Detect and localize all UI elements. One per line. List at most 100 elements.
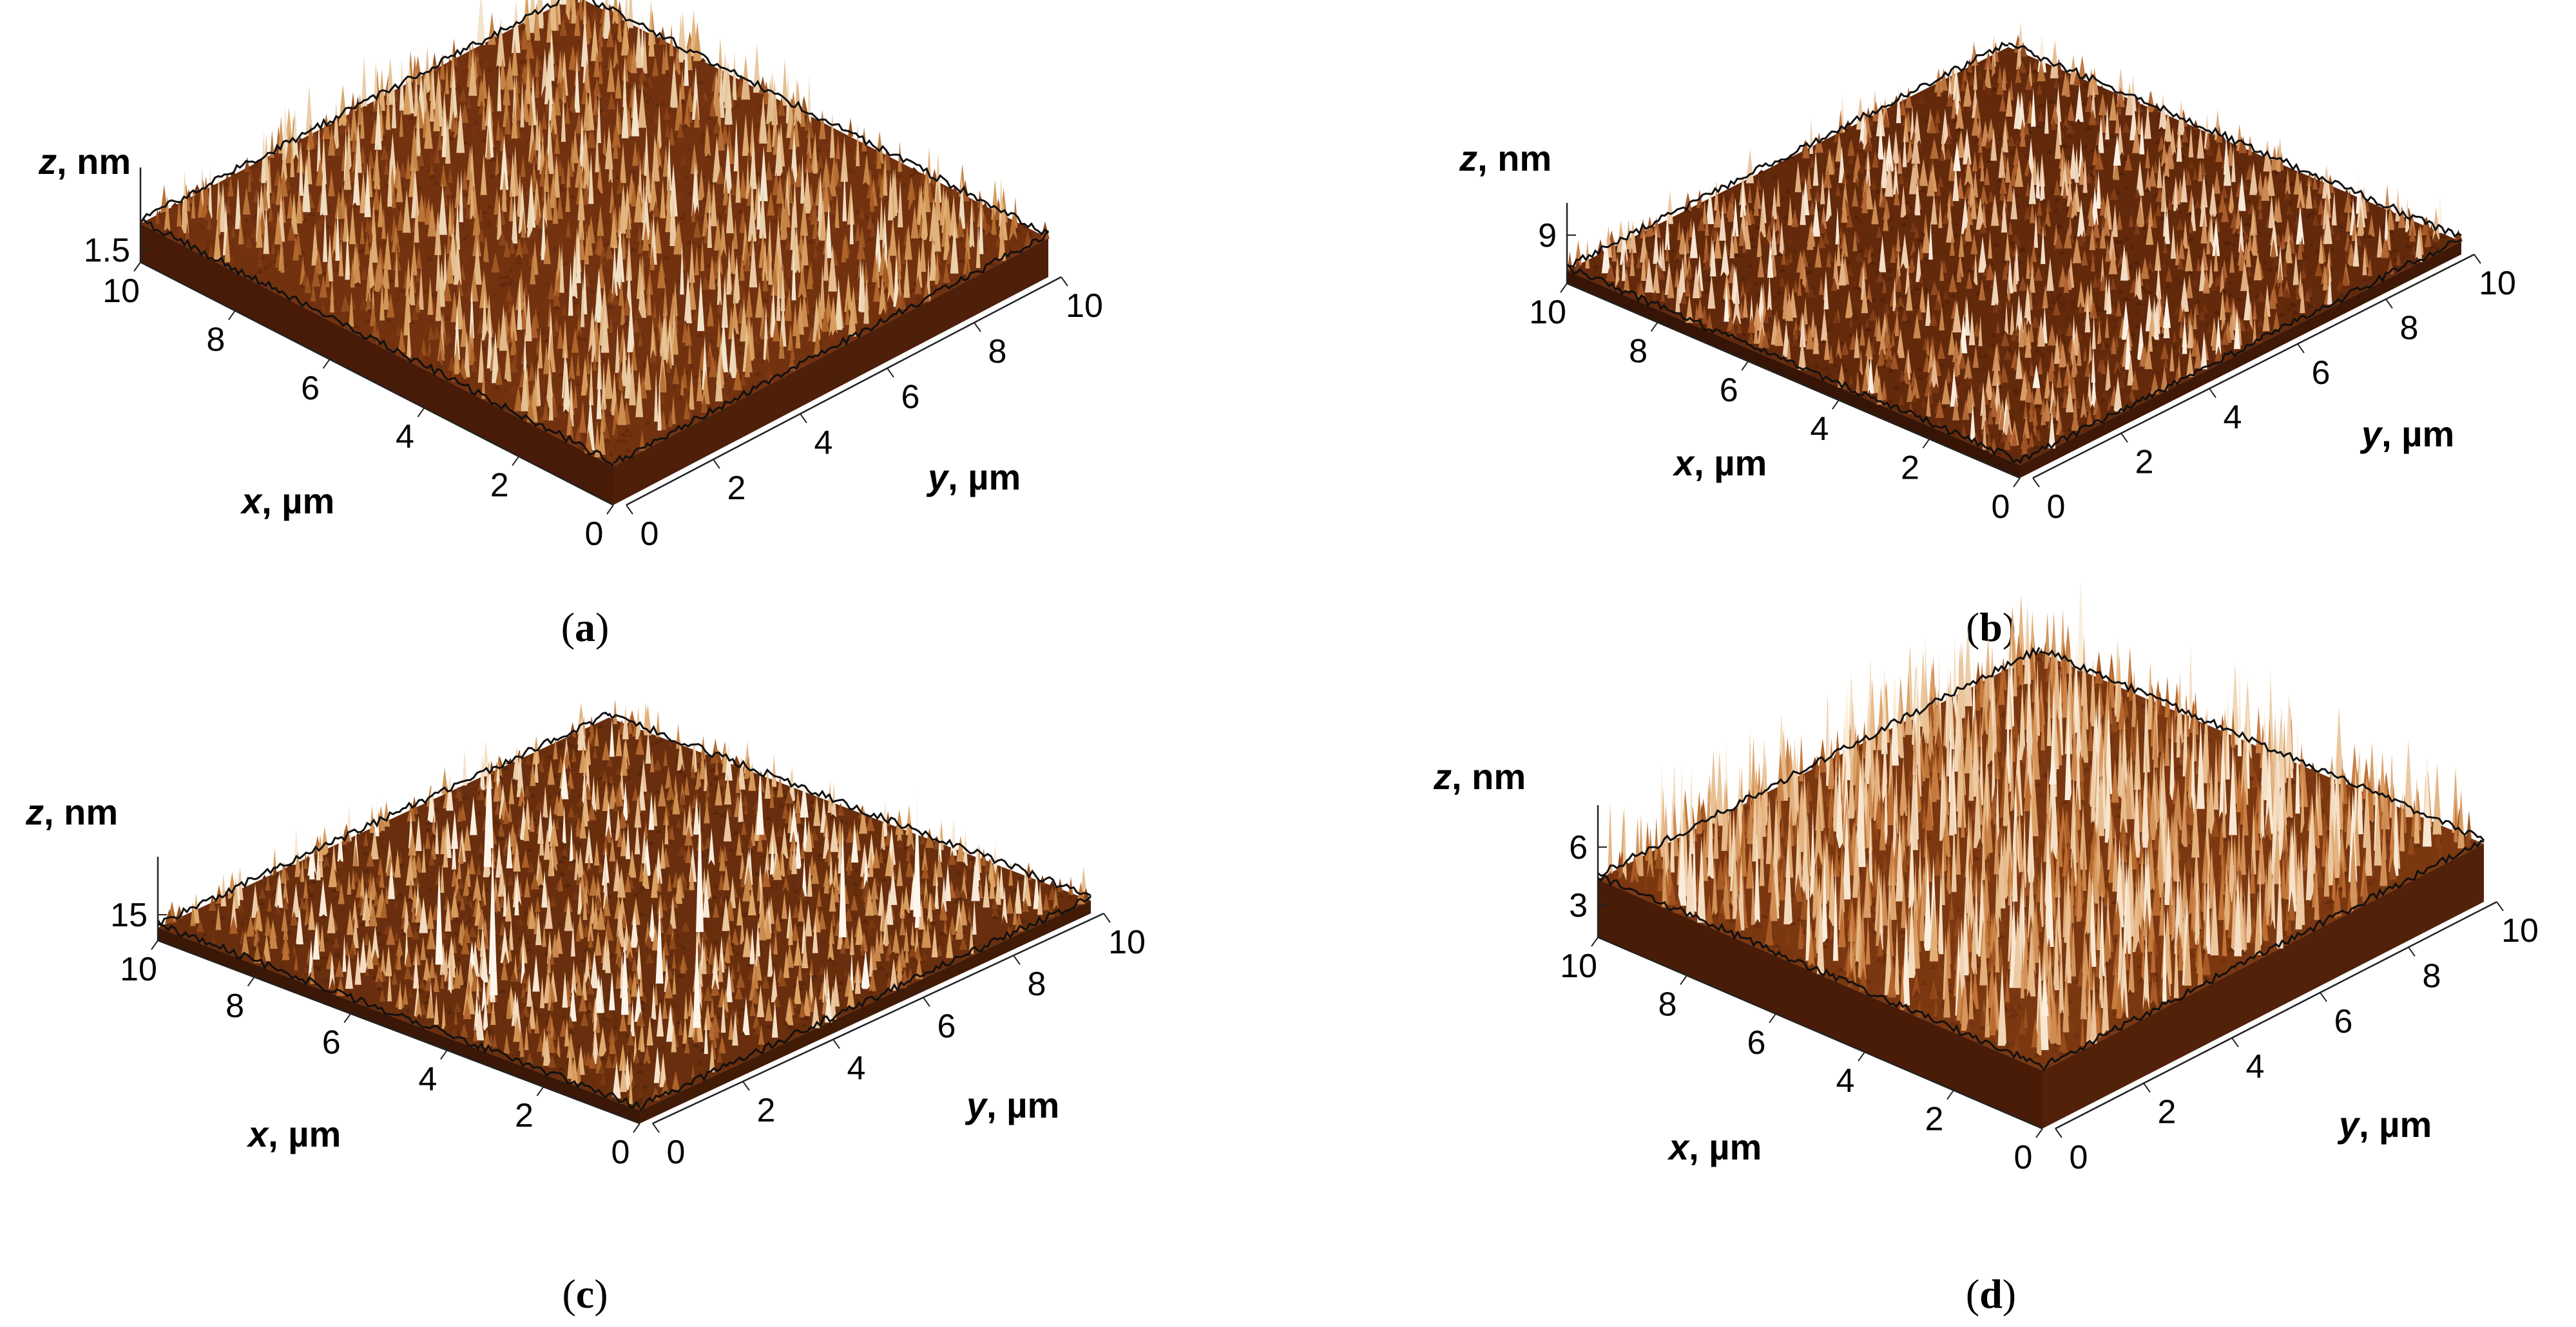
- z-axis-label: z, nm: [1459, 138, 1552, 178]
- z-tick-label: 1.5: [84, 232, 130, 269]
- surface-edge-x: [1567, 271, 2020, 478]
- z-axis-label: z, nm: [38, 141, 131, 182]
- surface-spike: [913, 789, 921, 917]
- y-axis-label: y, µm: [2337, 1104, 2432, 1145]
- x-tick-label: 0: [611, 1134, 630, 1171]
- x-tick-label: 2: [1925, 1101, 1944, 1138]
- x-tick-label: 6: [301, 370, 320, 407]
- surface-spike: [838, 821, 847, 937]
- x-tick-label: 10: [120, 951, 157, 988]
- x-axis-label: x, µm: [240, 481, 334, 521]
- z-tick-label: 9: [1538, 217, 1557, 254]
- x-axis-label: x, µm: [246, 1114, 341, 1154]
- x-tick-label: 8: [226, 988, 244, 1025]
- x-tick-label: 2: [1901, 450, 1919, 487]
- surface-edge-x: [1598, 879, 2043, 1129]
- z-axis-label: z, nm: [1433, 756, 1526, 797]
- y-tick-label: 0: [667, 1134, 686, 1171]
- y-tick-label: 6: [2312, 354, 2331, 392]
- axes-b: 0 2 4 6 8 10 0 2 4 6 8 10 9 x, µm y, µm z, nm: [1459, 138, 2516, 526]
- x-tick-label: 10: [1560, 948, 1597, 985]
- y-tick-label: 4: [847, 1050, 866, 1087]
- surface-edge-fringe: [1566, 41, 2462, 464]
- panel-label-b: (b): [1966, 604, 2016, 650]
- surface-edge-y: [640, 901, 1091, 1123]
- x-tick-label: 6: [1747, 1024, 1766, 1062]
- surface-edge-y: [2043, 844, 2484, 1129]
- surface-spike: [2041, 977, 2049, 1017]
- surface-spike: [435, 864, 443, 965]
- surface-peaks: [1567, 21, 2463, 455]
- x-tick-label: 4: [396, 418, 414, 455]
- surface-peaks: [163, 698, 1090, 1105]
- surface-spike: [756, 766, 764, 835]
- x-axis-line: [140, 261, 614, 506]
- y-tick-label: 6: [901, 379, 920, 416]
- y-tick-label: 8: [988, 333, 1007, 370]
- y-tick-label: 4: [2246, 1048, 2265, 1085]
- y-axis-label: y, µm: [926, 457, 1021, 497]
- surface-edge-fringe: [139, 0, 1050, 466]
- surface-spike: [620, 938, 629, 1015]
- surface-edge-y: [2020, 242, 2461, 478]
- y-tick-label: 8: [2400, 309, 2419, 347]
- panel-label-a: (a): [561, 604, 610, 650]
- surface-spike: [2113, 135, 2121, 166]
- x-tick-label: 10: [102, 272, 140, 310]
- y-tick-label: 2: [727, 470, 746, 507]
- y-tick-label: 6: [937, 1007, 956, 1045]
- y-axis-line: [2055, 901, 2497, 1130]
- y-axis-line: [626, 276, 1062, 506]
- x-tick-label: 0: [585, 515, 604, 553]
- surface-b: [1566, 21, 2463, 478]
- axes-d: 0 2 4 6 8 10 0 2 4 6 8 10 3 6 x, µm y, µm z, nm: [1433, 756, 2539, 1176]
- y-tick-label: 2: [2135, 444, 2154, 481]
- x-tick-label: 10: [1529, 294, 1566, 331]
- z-tick-label: 15: [110, 897, 148, 934]
- y-tick-label: 6: [2334, 1003, 2353, 1040]
- surface-spike: [2032, 364, 2041, 388]
- x-tick-label: 4: [418, 1060, 437, 1098]
- x-axis-label: x, µm: [1672, 443, 1767, 483]
- y-tick-label: 0: [2070, 1139, 2088, 1176]
- panel-label-d: (d): [1966, 1271, 2016, 1317]
- x-tick-label: 8: [1658, 986, 1677, 1023]
- y-axis-line: [2032, 253, 2475, 479]
- surface-spike: [655, 903, 664, 984]
- z-tick-label: 6: [1569, 829, 1588, 866]
- x-tick-label: 6: [322, 1024, 341, 1062]
- surface-spike: [490, 904, 498, 995]
- surface-plot-c: 0 2 4 6 8 10 0 2 4 6 8 10 15 x, µm y, µm z, nm (c): [25, 698, 1146, 1317]
- surface-c: [157, 698, 1092, 1123]
- surface-edge-x: [140, 224, 613, 505]
- surface-spike: [693, 926, 701, 1028]
- x-tick-label: 8: [206, 321, 225, 358]
- y-tick-label: 0: [640, 515, 659, 553]
- y-tick-label: 8: [1028, 966, 1046, 1003]
- y-tick-label: 10: [1108, 924, 1146, 961]
- surface-edge-fringe: [157, 711, 1092, 1111]
- surface-spike: [2049, 747, 2057, 785]
- surface-edge-fringe: [1597, 647, 2485, 1071]
- surface-spike: [696, 800, 704, 932]
- z-tick-label: 3: [1569, 887, 1588, 924]
- surface-spike: [1953, 141, 1961, 171]
- surface-edge-y: [613, 238, 1048, 505]
- y-tick-label: 4: [814, 424, 833, 461]
- y-tick-label: 10: [2501, 912, 2539, 950]
- x-axis-line: [1597, 936, 2043, 1130]
- y-tick-label: 2: [757, 1092, 776, 1129]
- surface-d: [1597, 577, 2485, 1129]
- x-axis-line: [157, 939, 640, 1125]
- surface-spike: [486, 751, 494, 848]
- x-tick-label: 0: [1992, 488, 2010, 526]
- surface-plot-b: 0 2 4 6 8 10 0 2 4 6 8 10 9 x, µm y, µm z, nm (b): [1459, 21, 2516, 650]
- y-tick-label: 4: [2224, 399, 2242, 436]
- x-tick-label: 8: [1629, 332, 1648, 370]
- surface-spike: [2162, 294, 2171, 329]
- y-tick-label: 10: [2479, 265, 2516, 302]
- x-axis-line: [1566, 282, 2021, 479]
- y-tick-label: 10: [1066, 287, 1103, 325]
